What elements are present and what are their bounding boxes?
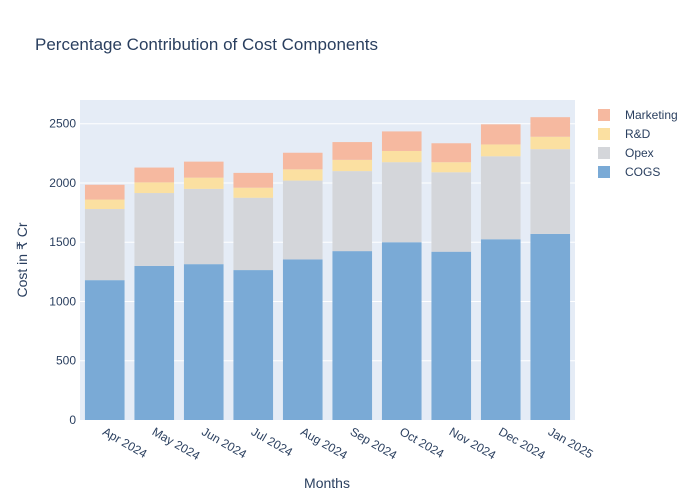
- x-tick-label: Nov 2024: [447, 424, 499, 462]
- y-tick-label: 2000: [49, 176, 76, 190]
- x-tick-label: Dec 2024: [496, 424, 548, 462]
- bar-opex-2: [183, 188, 224, 265]
- legend-swatch[interactable]: [598, 128, 610, 140]
- bar-r-d-3: [233, 187, 274, 198]
- bar-opex-6: [381, 162, 422, 243]
- legend-label[interactable]: R&D: [625, 127, 651, 141]
- bars-group: [84, 117, 571, 420]
- y-tick-labels: 0 500 1000 1500 2000 2500: [49, 117, 76, 427]
- bar-cogs-5: [332, 251, 373, 420]
- bar-r-d-2: [183, 177, 224, 189]
- bar-cogs-1: [134, 265, 175, 420]
- bar-cogs-4: [282, 259, 323, 420]
- bar-cogs-3: [233, 270, 274, 420]
- x-tick-label: May 2024: [150, 424, 203, 463]
- bar-r-d-4: [282, 169, 323, 181]
- bar-cogs-0: [84, 280, 125, 420]
- chart-title: Percentage Contribution of Cost Componen…: [35, 35, 378, 54]
- legend-swatch[interactable]: [598, 109, 610, 121]
- y-tick-label: 1000: [49, 294, 76, 308]
- bar-r-d-7: [431, 162, 472, 173]
- bar-marketing-9: [530, 117, 571, 137]
- x-tick-label: Oct 2024: [397, 424, 446, 461]
- bar-opex-9: [530, 149, 571, 234]
- y-tick-label: 1500: [49, 235, 76, 249]
- legend-swatch[interactable]: [598, 166, 610, 178]
- bar-cogs-9: [530, 233, 571, 420]
- y-tick-label: 2500: [49, 117, 76, 131]
- bar-r-d-8: [480, 144, 521, 157]
- bar-cogs-7: [431, 251, 472, 420]
- bar-r-d-9: [530, 136, 571, 150]
- bar-opex-7: [431, 172, 472, 252]
- bar-r-d-0: [84, 199, 125, 210]
- bar-opex-4: [282, 180, 323, 260]
- y-axis-title: Cost in ₹ Cr: [14, 222, 30, 297]
- bar-r-d-1: [134, 182, 175, 194]
- bar-cogs-2: [183, 264, 224, 420]
- bar-opex-1: [134, 193, 175, 266]
- x-tick-label: Jul 2024: [249, 424, 296, 459]
- bar-opex-8: [480, 156, 521, 240]
- legend-label[interactable]: Opex: [625, 146, 654, 160]
- x-axis-title: Months: [304, 475, 350, 491]
- legend: Marketing R&D Opex COGS: [598, 108, 678, 179]
- bar-cogs-6: [381, 242, 422, 420]
- x-tick-label: Sep 2024: [348, 424, 400, 462]
- bar-marketing-3: [233, 172, 274, 188]
- bar-opex-3: [233, 197, 274, 271]
- bar-marketing-7: [431, 143, 472, 163]
- x-tick-label: Apr 2024: [100, 424, 149, 461]
- bar-marketing-2: [183, 161, 224, 178]
- x-tick-label: Jun 2024: [199, 424, 249, 461]
- bar-marketing-6: [381, 131, 422, 151]
- legend-label[interactable]: COGS: [625, 165, 660, 179]
- bar-marketing-8: [480, 124, 521, 145]
- y-tick-label: 0: [69, 413, 76, 427]
- bar-marketing-0: [84, 184, 125, 200]
- bar-marketing-4: [282, 152, 323, 170]
- y-tick-label: 500: [56, 354, 76, 368]
- x-tick-label: Aug 2024: [298, 424, 350, 462]
- legend-label[interactable]: Marketing: [625, 108, 678, 122]
- legend-swatch[interactable]: [598, 147, 610, 159]
- bar-r-d-6: [381, 150, 422, 163]
- bar-opex-0: [84, 209, 125, 281]
- bar-r-d-5: [332, 159, 373, 172]
- x-tick-label: Jan 2025: [546, 424, 596, 461]
- bar-opex-5: [332, 171, 373, 252]
- bar-marketing-5: [332, 142, 373, 160]
- bar-cogs-8: [480, 239, 521, 420]
- bar-marketing-1: [134, 167, 175, 183]
